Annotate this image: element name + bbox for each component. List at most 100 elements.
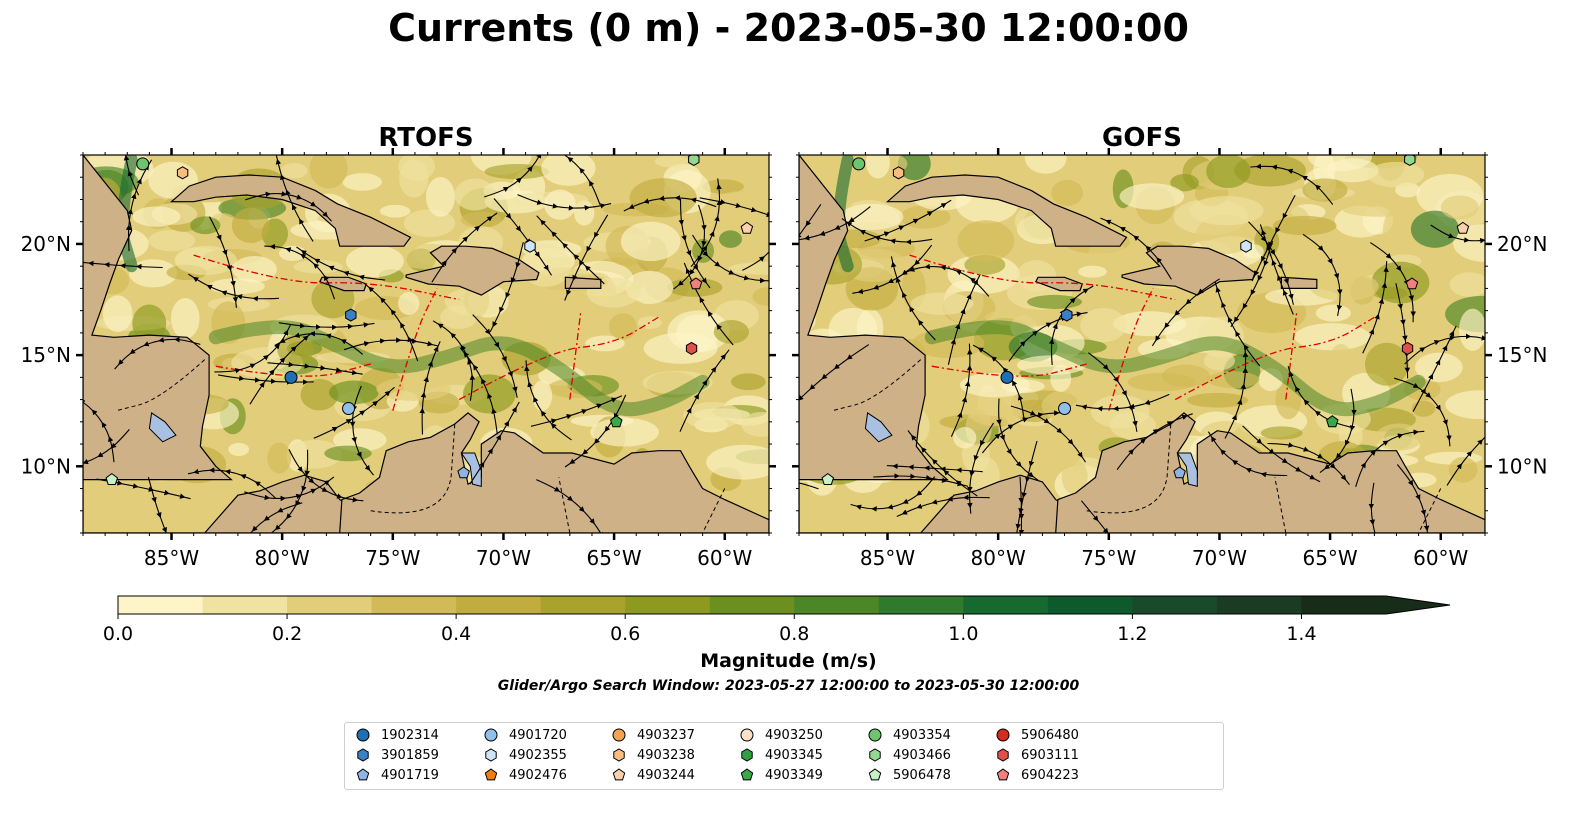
streamline xyxy=(469,401,520,485)
float-4903354-marker xyxy=(136,157,150,171)
magnitude-patch xyxy=(345,245,404,278)
panel-rtofs: 85°W 80°W 75°W 70°W 65°W 60°W 10°N 15°N 20°N RTOF… xyxy=(21,123,776,570)
colorbar-tick-label: 0.8 xyxy=(779,623,809,644)
streamline xyxy=(1224,346,1249,439)
magnitude-patch xyxy=(1371,261,1430,304)
magnitude-patch xyxy=(1315,304,1351,322)
magnitude-patch xyxy=(170,297,200,339)
map-content xyxy=(83,155,769,533)
colorbar-bin xyxy=(371,596,457,614)
lat-tick-label: 10°N xyxy=(1497,454,1547,478)
legend-item-5906478: 5906478 xyxy=(867,766,951,784)
legend-label: 4903354 xyxy=(893,727,951,743)
legend-marker-icon xyxy=(740,768,754,781)
legend-label: 1902314 xyxy=(381,727,439,743)
streamline xyxy=(947,274,981,365)
streamline xyxy=(275,155,314,242)
magnitude-patch xyxy=(741,412,769,437)
magnitude-patch xyxy=(1078,265,1107,278)
magnitude-patch xyxy=(1145,193,1168,211)
streamline xyxy=(699,197,769,223)
streamline xyxy=(1394,377,1452,447)
magnitude-patch xyxy=(1307,155,1373,172)
colorbar-bin xyxy=(1216,596,1302,614)
panel-title: RTOFS xyxy=(378,123,473,153)
streamline xyxy=(493,198,552,276)
float-4903466-marker xyxy=(688,155,700,166)
magnitude-patch xyxy=(286,439,342,469)
magnitude-patch xyxy=(1272,215,1337,236)
lake xyxy=(864,412,893,443)
colorbar-extend-arrow xyxy=(1386,596,1450,614)
float-6903111-marker xyxy=(1401,341,1414,355)
colorbar-tick-label: 0.2 xyxy=(272,623,302,644)
legend-label: 4903349 xyxy=(765,767,823,783)
magnitude-patch xyxy=(608,313,637,340)
streamline xyxy=(1302,233,1343,316)
legend-marker xyxy=(612,728,626,742)
magnitude-patch xyxy=(444,287,507,317)
legend-marker xyxy=(996,728,1010,742)
lat-tick-label: 15°N xyxy=(21,343,71,367)
legend-marker-icon xyxy=(357,748,369,762)
legend-label: 4902355 xyxy=(509,747,567,763)
colorbar-bin xyxy=(540,596,626,614)
legend-marker xyxy=(612,768,626,781)
lon-tick-label: 75°W xyxy=(1081,546,1136,570)
magnitude-patch xyxy=(231,207,270,244)
streamline xyxy=(419,341,441,435)
lon-tick-label: 70°W xyxy=(1192,546,1247,570)
legend-label: 4903250 xyxy=(765,727,823,743)
streamline xyxy=(679,349,730,432)
colorbar-tick-label: 1.4 xyxy=(1286,623,1316,644)
streamline xyxy=(539,155,601,205)
legend-marker-icon xyxy=(868,768,882,781)
legend-marker-icon xyxy=(868,728,882,742)
streamline xyxy=(536,479,604,533)
lon-tick-label: 85°W xyxy=(144,546,199,570)
streamline xyxy=(83,259,163,270)
magnitude-patch xyxy=(730,373,766,391)
streamline xyxy=(742,198,769,271)
legend-item-4903349: 4903349 xyxy=(739,766,823,784)
legend-marker-icon xyxy=(612,768,626,781)
streamline xyxy=(864,199,952,242)
legend-item-4903466: 4903466 xyxy=(867,746,951,764)
country-border xyxy=(370,423,456,514)
magnitude-patch xyxy=(1445,390,1485,420)
legend-item-4903237: 4903237 xyxy=(611,726,695,744)
lat-tick-label: 15°N xyxy=(1497,343,1547,367)
streamline xyxy=(83,392,115,463)
legend-marker xyxy=(868,728,882,742)
streamline xyxy=(1250,163,1334,205)
legend-marker-icon xyxy=(356,728,370,742)
legend-label: 3901859 xyxy=(381,747,439,763)
magnitude-patch xyxy=(1189,195,1264,226)
panel-gofs: 85°W 80°W 75°W 70°W 65°W 60°W 10°N 15°N 20°N GOFS xyxy=(792,123,1547,570)
magnitude-patch xyxy=(329,380,379,405)
magnitude-patch xyxy=(590,417,659,447)
magnitude-patch xyxy=(541,155,596,186)
legend-marker-icon xyxy=(484,768,498,781)
magnitude-patch xyxy=(718,230,742,248)
legend-item-4901719: 4901719 xyxy=(355,766,439,784)
colorbar-tick-label: 0.0 xyxy=(103,623,133,644)
lake xyxy=(148,412,177,443)
magnitude-patch xyxy=(454,178,496,211)
legend-label: 5906478 xyxy=(893,767,951,783)
legend-item-4903354: 4903354 xyxy=(867,726,951,744)
magnitude-patch xyxy=(1302,178,1348,202)
legend-item-4902355: 4902355 xyxy=(483,746,567,764)
legend-label: 4903244 xyxy=(637,767,695,783)
colorbar-bin xyxy=(709,596,795,614)
magnitude-patch xyxy=(1410,210,1459,248)
magnitude-patch xyxy=(484,164,550,180)
legend-marker-icon xyxy=(996,768,1010,781)
magnitude-patch xyxy=(379,204,411,218)
float-4903349-marker xyxy=(610,415,623,428)
magnitude-patch xyxy=(1037,427,1060,446)
legend-item-4903250: 4903250 xyxy=(739,726,823,744)
legend-marker xyxy=(741,748,753,762)
streamline xyxy=(1267,442,1350,486)
streamline xyxy=(274,330,364,355)
